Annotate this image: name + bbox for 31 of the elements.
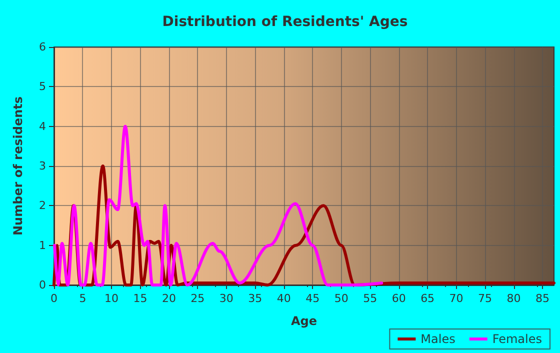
x-tick-label: 0 [50, 292, 58, 305]
x-tick-label: 75 [478, 292, 492, 305]
y-tick-label: 6 [39, 40, 46, 54]
y-tick-label: 2 [39, 199, 46, 212]
x-tick-label: 55 [363, 292, 378, 305]
y-tick-label: 4 [39, 120, 46, 133]
x-tick-label: 35 [248, 292, 262, 305]
x-tick-label: 25 [190, 292, 205, 305]
x-tick-label: 40 [276, 292, 291, 305]
x-tick-label: 5 [79, 292, 86, 305]
x-tick-label: 60 [392, 292, 406, 305]
x-tick-label: 20 [162, 292, 176, 305]
chart-title: Distribution of Residents' Ages [162, 14, 408, 30]
line-series [53, 124, 384, 286]
x-tick-label: 45 [306, 292, 320, 305]
y-tick-label: 1 [39, 238, 46, 252]
x-tick-label: 50 [334, 292, 348, 305]
x-tick-label: 30 [219, 292, 234, 305]
legend-label: Females [492, 332, 542, 346]
x-tick-label: 10 [104, 292, 118, 305]
y-tick-label: 3 [39, 160, 46, 172]
x-axis-title: Age [290, 314, 318, 328]
x-tick-label: 65 [420, 292, 435, 305]
y-tick-label: 5 [39, 80, 46, 94]
x-tick-label: 85 [536, 292, 550, 305]
x-tick-label: 80 [506, 292, 521, 305]
y-tick-label: 0 [39, 278, 46, 292]
y-axis-title: Number of residents [11, 96, 25, 236]
x-tick-label: 15 [133, 292, 148, 305]
x-tick-label: 70 [449, 292, 464, 305]
legend-label: Males [420, 332, 456, 346]
